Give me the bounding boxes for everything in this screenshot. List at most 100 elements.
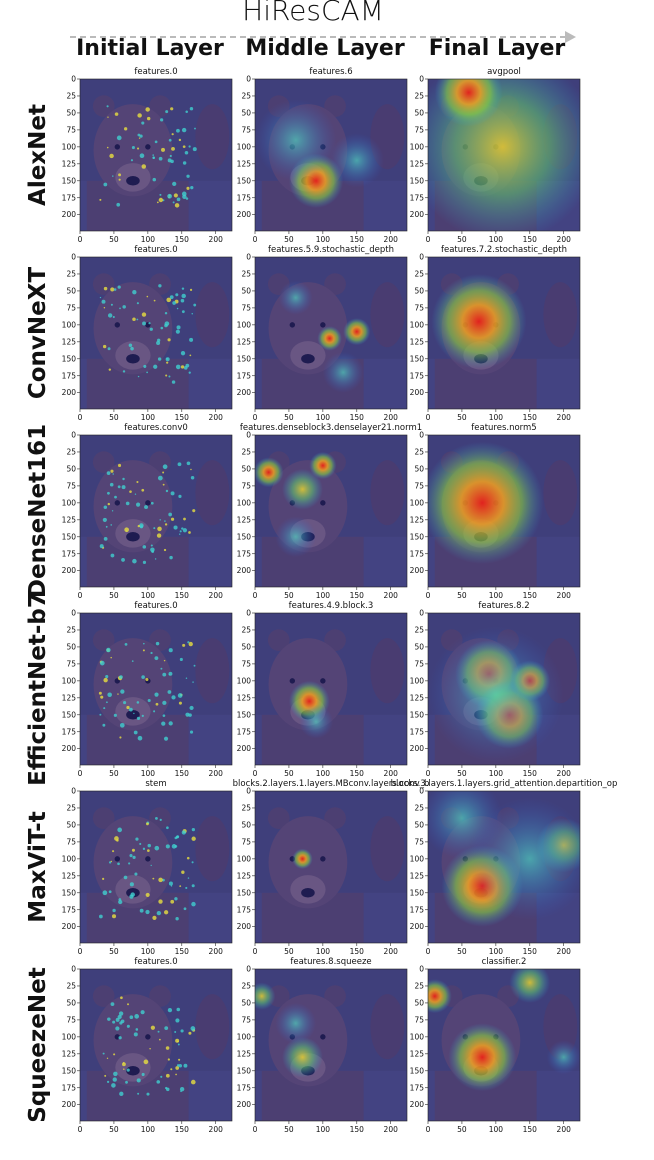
x-tick-label: 50 [457, 235, 467, 244]
panel-title: features.5.9.stochastic_depth [268, 245, 394, 255]
activation-speck [178, 1058, 181, 1061]
activation-speck [114, 836, 119, 841]
heatmap-image [80, 613, 232, 765]
x-tick-label: 50 [109, 413, 119, 422]
panel-title: features.0 [134, 245, 177, 255]
activation-speck [112, 473, 114, 475]
activation-speck [137, 524, 140, 528]
activation-speck [175, 1018, 180, 1023]
activation-speck [190, 186, 194, 190]
eye [114, 856, 121, 862]
heatmap-image [255, 969, 407, 1121]
y-tick-label: 25 [66, 625, 76, 634]
activation-speck [141, 312, 147, 317]
activation-blob [255, 457, 284, 488]
y-tick-label: 125 [237, 1049, 252, 1058]
activation-blob [278, 280, 313, 315]
activation-speck [162, 483, 165, 486]
x-tick-label: 0 [253, 235, 258, 244]
activation-speck [106, 105, 109, 108]
activation-speck [173, 525, 178, 530]
activation-speck [176, 197, 181, 202]
y-tick-label: 125 [237, 337, 252, 346]
y-tick-label: 200 [62, 210, 77, 219]
activation-speck [189, 705, 194, 711]
activation-speck [134, 493, 137, 495]
y-tick-label: 125 [410, 693, 425, 702]
panel-frame [79, 434, 233, 588]
activation-speck [105, 675, 109, 679]
y-tick-label: 125 [62, 337, 77, 346]
y-tick-label: 0 [246, 75, 251, 84]
heatmap-image [428, 435, 580, 587]
y-tick-label: 0 [71, 787, 76, 796]
activation-speck [178, 494, 182, 498]
panel-title: features.0 [134, 67, 177, 77]
x-tick-label: 200 [384, 769, 399, 778]
ear [92, 95, 115, 117]
y-tick-label: 75 [414, 1015, 424, 1024]
activation-speck [146, 116, 151, 121]
x-tick-label: 0 [426, 591, 431, 600]
activation-speck [191, 901, 196, 907]
activation-speck [126, 1024, 130, 1028]
activation-speck [137, 375, 140, 378]
activation-speck [141, 675, 145, 679]
activation-speck [181, 870, 185, 874]
ear [92, 629, 115, 651]
y-tick-label: 200 [410, 1100, 425, 1109]
y-tick-label: 25 [241, 803, 251, 812]
x-tick-label: 150 [175, 947, 190, 956]
activation-speck [124, 642, 128, 646]
x-tick-label: 100 [489, 947, 504, 956]
activation-speck [164, 523, 168, 526]
activation-speck [191, 836, 196, 841]
activation-speck [189, 107, 194, 111]
x-tick-label: 0 [426, 769, 431, 778]
activation-speck [185, 677, 188, 679]
activation-speck [110, 303, 113, 306]
y-tick-label: 150 [62, 176, 77, 185]
x-tick-label: 50 [457, 1125, 467, 1134]
y-tick-label: 125 [410, 1049, 425, 1058]
activation-speck [175, 835, 179, 839]
y-tick-label: 125 [62, 515, 77, 524]
eye [320, 500, 326, 506]
activation-speck [157, 475, 163, 481]
paw [195, 816, 230, 882]
y-tick-label: 200 [237, 1100, 252, 1109]
activation-speck [152, 915, 157, 920]
y-tick-label: 150 [62, 354, 77, 363]
activation-speck [102, 890, 108, 896]
panel-title: avgpool [487, 67, 521, 77]
x-tick-label: 50 [457, 769, 467, 778]
activation-speck [134, 872, 138, 876]
ear [149, 629, 171, 651]
activation-speck [175, 364, 181, 370]
activation-speck [178, 701, 182, 705]
x-tick-label: 150 [523, 1125, 538, 1134]
activation-speck [181, 830, 186, 835]
y-tick-label: 25 [414, 981, 424, 990]
activation-speck [112, 908, 116, 913]
activation-speck [146, 295, 149, 298]
activation-speck [176, 325, 181, 330]
x-tick-label: 50 [284, 413, 294, 422]
activation-speck [142, 847, 146, 851]
x-tick-label: 0 [426, 947, 431, 956]
activation-speck [129, 490, 132, 493]
activation-speck [118, 1011, 124, 1016]
y-tick-label: 175 [237, 727, 252, 736]
activation-speck [140, 1010, 145, 1015]
panel-title: features.8.squeeze [290, 957, 371, 967]
activation-speck [175, 1066, 180, 1070]
activation-speck [162, 672, 167, 677]
activation-speck [169, 555, 173, 560]
activation-speck [117, 463, 122, 467]
activation-speck [112, 1077, 117, 1082]
activation-blob [428, 979, 452, 1014]
x-tick-label: 150 [523, 947, 538, 956]
activation-speck [106, 647, 111, 653]
activation-speck [133, 730, 138, 735]
head [93, 282, 173, 375]
